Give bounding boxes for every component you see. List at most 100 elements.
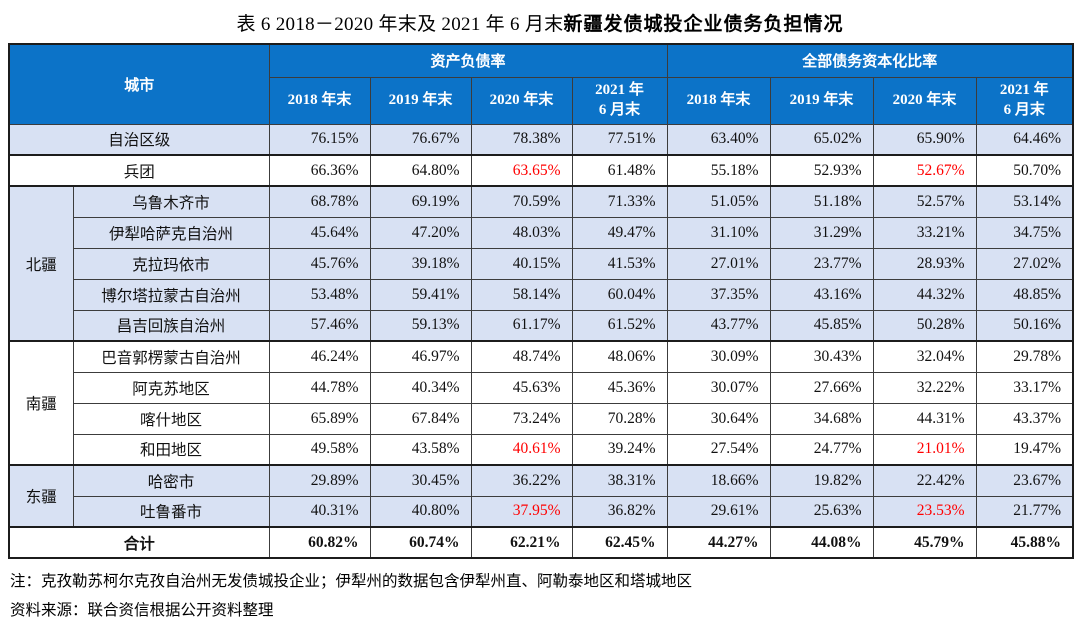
value-cell: 50.16% bbox=[975, 309, 1074, 342]
value-cell: 58.14% bbox=[470, 278, 573, 311]
value-cell: 55.18% bbox=[666, 154, 771, 187]
value-cell: 41.53% bbox=[571, 247, 668, 280]
value-cell: 53.14% bbox=[975, 185, 1074, 218]
header-year-2020-a: 2020 年末 bbox=[470, 76, 573, 125]
value-cell: 23.77% bbox=[769, 247, 874, 280]
value-cell: 28.93% bbox=[872, 247, 977, 280]
value-cell: 63.40% bbox=[666, 123, 771, 156]
value-cell: 39.24% bbox=[571, 433, 668, 466]
value-cell: 62.45% bbox=[571, 526, 668, 559]
value-cell: 37.95% bbox=[470, 495, 573, 528]
table-row: 和田地区 49.58% 43.58% 40.61% 39.24% 27.54% 24.77%… bbox=[9, 433, 1074, 466]
value-cell: 44.31% bbox=[872, 402, 977, 435]
city-cell: 博尔塔拉蒙古自治州 bbox=[72, 278, 270, 311]
city-cell: 克拉玛依市 bbox=[72, 247, 270, 280]
value-cell: 67.84% bbox=[369, 402, 472, 435]
city-cell: 哈密市 bbox=[72, 464, 270, 497]
city-cell: 兵团 bbox=[8, 154, 270, 187]
table-row: 博尔塔拉蒙古自治州 53.48% 59.41% 58.14% 60.04% 37.35% 4… bbox=[9, 278, 1074, 311]
value-cell: 45.64% bbox=[268, 216, 371, 249]
city-cell: 和田地区 bbox=[72, 433, 270, 466]
value-cell: 48.85% bbox=[975, 278, 1074, 311]
value-cell: 77.51% bbox=[571, 123, 668, 156]
value-cell: 43.77% bbox=[666, 309, 771, 342]
region-cell: 北疆 bbox=[8, 185, 74, 342]
value-cell: 78.38% bbox=[470, 123, 573, 156]
value-cell: 45.63% bbox=[470, 371, 573, 404]
city-cell: 自治区级 bbox=[8, 123, 270, 156]
table-row: 吐鲁番市 40.31% 40.80% 37.95% 36.82% 29.61% 25.63%… bbox=[9, 495, 1074, 528]
city-cell: 巴音郭楞蒙古自治州 bbox=[72, 340, 270, 373]
value-cell: 51.18% bbox=[769, 185, 874, 218]
value-cell: 19.47% bbox=[975, 433, 1074, 466]
value-cell: 40.31% bbox=[268, 495, 371, 528]
value-cell: 69.19% bbox=[369, 185, 472, 218]
debt-burden-table: 城市 资产负债率 全部债务资本化比率 2018 年末 2019 年末 2020 … bbox=[8, 43, 1075, 559]
city-cell: 吐鲁番市 bbox=[72, 495, 270, 528]
value-cell: 51.05% bbox=[666, 185, 771, 218]
table-row: 南疆 巴音郭楞蒙古自治州 46.24% 46.97% 48.74% 48.06% 30.09… bbox=[8, 340, 1074, 466]
value-cell: 45.88% bbox=[975, 526, 1074, 559]
value-cell: 70.28% bbox=[571, 402, 668, 435]
value-cell: 34.68% bbox=[769, 402, 874, 435]
value-cell: 27.54% bbox=[666, 433, 771, 466]
value-cell: 48.03% bbox=[470, 216, 573, 249]
value-cell: 45.76% bbox=[268, 247, 371, 280]
value-cell: 66.36% bbox=[268, 154, 371, 187]
value-cell: 45.85% bbox=[769, 309, 874, 342]
value-cell: 60.74% bbox=[369, 526, 472, 559]
header-city: 城市 bbox=[8, 43, 270, 125]
value-cell: 57.46% bbox=[268, 309, 371, 342]
value-cell: 43.16% bbox=[769, 278, 874, 311]
value-cell: 34.75% bbox=[975, 216, 1074, 249]
value-cell: 64.80% bbox=[369, 154, 472, 187]
value-cell: 63.65% bbox=[470, 154, 573, 187]
footnote-source: 资料来源：联合资信根据公开资料整理 bbox=[10, 601, 274, 619]
value-cell: 61.48% bbox=[571, 154, 668, 187]
value-cell: 36.82% bbox=[571, 495, 668, 528]
value-cell: 62.21% bbox=[470, 526, 573, 559]
title-period-text: 表 6 2018－2020 年末及 2021 年 6 月末 bbox=[236, 14, 564, 35]
value-cell: 44.78% bbox=[268, 371, 371, 404]
table-header: 城市 资产负债率 全部债务资本化比率 2018 年末 2019 年末 2020 … bbox=[8, 43, 1074, 125]
table-title: 表 6 2018－2020 年末及 2021 年 6 月末新疆发债城投企业债务负… bbox=[0, 0, 1080, 43]
value-cell: 45.36% bbox=[571, 371, 668, 404]
value-cell: 33.17% bbox=[975, 371, 1074, 404]
footnote-remark: 注：克孜勒苏柯尔克孜自治州无发债城投企业；伊犁州的数据包含伊犁州直、阿勒泰地区和… bbox=[10, 573, 693, 590]
footnotes: 注：克孜勒苏柯尔克孜自治州无发债城投企业；伊犁州的数据包含伊犁州直、阿勒泰地区和… bbox=[10, 568, 1070, 625]
header-year-2019-b: 2019 年末 bbox=[769, 76, 874, 125]
value-cell: 52.93% bbox=[769, 154, 874, 187]
value-cell: 48.06% bbox=[571, 340, 668, 373]
table-body: 自治区级 76.15% 76.67% 78.38% 77.51% 63.40% 65.02%… bbox=[8, 123, 1074, 559]
value-cell: 29.78% bbox=[975, 340, 1074, 373]
value-cell: 32.22% bbox=[872, 371, 977, 404]
value-cell: 45.79% bbox=[872, 526, 977, 559]
value-cell: 30.09% bbox=[666, 340, 771, 373]
table-row: 自治区级 76.15% 76.67% 78.38% 77.51% 63.40% 65.02%… bbox=[8, 123, 1074, 156]
value-cell: 38.31% bbox=[571, 464, 668, 497]
region-cell: 东疆 bbox=[8, 464, 74, 528]
value-cell: 40.34% bbox=[369, 371, 472, 404]
value-cell: 76.15% bbox=[268, 123, 371, 156]
value-cell: 23.53% bbox=[872, 495, 977, 528]
value-cell: 52.57% bbox=[872, 185, 977, 218]
value-cell: 65.89% bbox=[268, 402, 371, 435]
table-row: 喀什地区 65.89% 67.84% 73.24% 70.28% 30.64% 34.68%… bbox=[9, 402, 1074, 435]
region-cell: 南疆 bbox=[8, 340, 74, 466]
header-year-2018-a: 2018 年末 bbox=[268, 76, 371, 125]
value-cell: 52.67% bbox=[872, 154, 977, 187]
table-row: 伊犁哈萨克自治州 45.64% 47.20% 48.03% 49.47% 31.10% 31… bbox=[9, 216, 1074, 249]
city-cell: 阿克苏地区 bbox=[72, 371, 270, 404]
value-cell: 30.45% bbox=[369, 464, 472, 497]
value-cell: 31.29% bbox=[769, 216, 874, 249]
value-cell: 44.08% bbox=[769, 526, 874, 559]
value-cell: 30.43% bbox=[769, 340, 874, 373]
title-subject-text: 新疆发债城投企业债务负担情况 bbox=[563, 14, 844, 35]
city-cell: 合计 bbox=[8, 526, 270, 559]
table-row: 昌吉回族自治州 57.46% 59.13% 61.17% 61.52% 43.77% 45.… bbox=[9, 309, 1074, 342]
value-cell: 27.66% bbox=[769, 371, 874, 404]
table-row: 兵团 66.36% 64.80% 63.65% 61.48% 55.18% 52.93% 52… bbox=[8, 154, 1074, 187]
header-year-2018-b: 2018 年末 bbox=[666, 76, 771, 125]
value-cell: 19.82% bbox=[769, 464, 874, 497]
value-cell: 61.52% bbox=[571, 309, 668, 342]
